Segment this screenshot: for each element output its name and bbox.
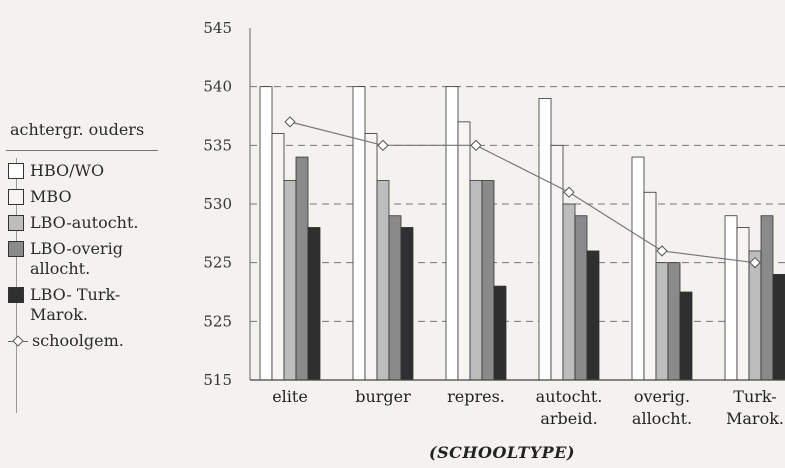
grid-lines: [249, 28, 785, 380]
line-point: [470, 139, 482, 151]
legend-items: HBO/WO MBO LBO-autocht. LBO-overig allocht.…: [6, 161, 176, 325]
bars: [259, 86, 785, 381]
bar: [574, 215, 588, 381]
category-label: arbeid.: [540, 409, 597, 428]
bar: [736, 227, 750, 381]
category-labels: elite burger repres. autocht. arbeid. overig.…: [272, 387, 784, 428]
diamond-line-icon: [8, 332, 28, 350]
legend-title: achtergr. ouders: [6, 120, 158, 151]
category-label: repres.: [447, 387, 505, 406]
category-label: Marok.: [726, 409, 784, 428]
bar: [352, 86, 366, 381]
bar: [748, 250, 762, 381]
legend-rule: [16, 158, 17, 413]
bar: [307, 227, 321, 381]
bar: [550, 144, 564, 381]
bar: [631, 156, 645, 381]
y-tick-label: 525: [203, 312, 232, 330]
bar: [259, 86, 273, 381]
bar: [481, 180, 495, 381]
bar: [376, 180, 390, 381]
legend-label: MBO: [30, 187, 72, 206]
line-point: [284, 116, 296, 128]
line-point: [377, 139, 389, 151]
y-tick-label: 530: [203, 195, 232, 213]
bar: [271, 133, 285, 381]
line-point: [749, 257, 761, 269]
legend-item: LBO- Turk-Marok.: [6, 285, 176, 325]
y-tick-label: 545: [203, 19, 232, 37]
legend-item: MBO: [6, 187, 176, 207]
legend-swatch: [8, 189, 24, 205]
bar: [388, 215, 402, 381]
bar: [760, 215, 774, 381]
category-label: elite: [272, 387, 308, 406]
bar: [586, 250, 600, 381]
legend-item: HBO/WO: [6, 161, 176, 181]
y-tick-label: 535: [203, 136, 232, 154]
bar: [562, 203, 576, 381]
legend-label: LBO-autocht.: [30, 213, 139, 232]
bar: [667, 262, 681, 381]
legend-label: HBO/WO: [30, 161, 105, 180]
category-label: overig.: [634, 387, 690, 406]
legend-item: LBO-overig allocht.: [6, 239, 176, 279]
bar: [445, 86, 459, 381]
bar: [643, 191, 657, 381]
legend-label: LBO- Turk-Marok.: [30, 285, 121, 324]
y-tick-label: 515: [203, 371, 232, 389]
bar: [457, 121, 471, 381]
legend-item: LBO-autocht.: [6, 213, 176, 233]
schoolgem-line: [284, 116, 761, 269]
legend-line-label: schoolgem.: [32, 331, 124, 350]
category-label: autocht.: [536, 387, 603, 406]
legend-swatch: [8, 287, 24, 303]
category-label: allocht.: [632, 409, 692, 428]
bar: [538, 98, 552, 381]
bar: [295, 156, 309, 381]
line-point: [563, 186, 575, 198]
bar: [679, 291, 693, 381]
bar: [724, 215, 738, 381]
category-label: burger: [355, 387, 411, 406]
legend: achtergr. ouders HBO/WO MBO LBO-autocht. LB…: [6, 120, 176, 357]
y-axis-ticks: 545 540 535 530 525 525 515: [203, 19, 232, 389]
bar: [364, 133, 378, 381]
legend-swatch: [8, 215, 24, 231]
legend-item-schoolgem: schoolgem.: [6, 331, 176, 351]
line-point: [656, 245, 668, 257]
category-label: Turk-: [733, 387, 776, 406]
legend-swatch: [8, 163, 24, 179]
bar: [772, 273, 785, 381]
bar: [283, 180, 297, 381]
legend-label: LBO-overig allocht.: [30, 239, 123, 278]
bar: [469, 180, 483, 381]
bar: [400, 227, 414, 381]
schoolgem-polyline: [289, 121, 756, 264]
y-tick-label: 525: [203, 254, 232, 272]
x-axis-title: (SCHOOLTYPE): [429, 443, 575, 462]
y-tick-label: 540: [203, 78, 232, 96]
bar: [493, 285, 507, 381]
bar: [655, 262, 669, 381]
legend-swatch: [8, 241, 24, 257]
